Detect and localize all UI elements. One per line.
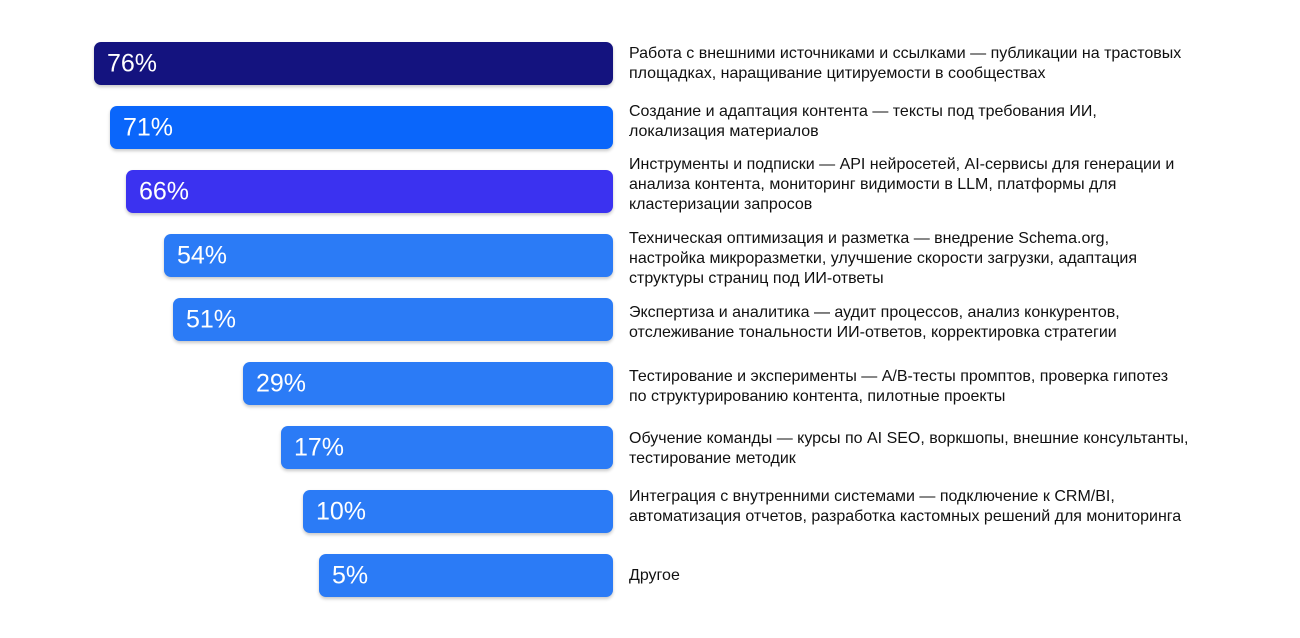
bar: 5% bbox=[319, 554, 613, 597]
bar-row: 66% Инструменты и подписки — API нейросет… bbox=[0, 156, 1300, 214]
bar-row: 5% Другое bbox=[0, 554, 1300, 598]
bar-value-label: 66% bbox=[139, 177, 190, 205]
category-label: Интеграция с внутренними системами — под… bbox=[629, 488, 1182, 525]
bar-value-label: 10% bbox=[316, 497, 367, 525]
bar-value-label: 5% bbox=[332, 561, 369, 589]
bar-row: 54% Техническая оптимизация и разметка — … bbox=[0, 230, 1300, 287]
category-label: Инструменты и подписки — API нейросетей,… bbox=[629, 156, 1175, 213]
bar-row: 17% Обучение команды — курсы по AI SEO, в… bbox=[0, 426, 1300, 470]
bar: 17% bbox=[281, 426, 613, 469]
category-label: Обучение команды — курсы по AI SEO, ворк… bbox=[629, 430, 1189, 467]
bar-row: 76% Работа с внешними источниками и ссылк… bbox=[0, 42, 1300, 86]
category-label: Работа с внешними источниками и ссылками… bbox=[629, 45, 1182, 82]
bar: 71% bbox=[110, 106, 613, 149]
bar-value-label: 76% bbox=[107, 49, 158, 77]
bar-row: 10% Интеграция с внутренними системами — … bbox=[0, 488, 1300, 534]
category-label: Другое bbox=[629, 567, 680, 584]
bar: 66% bbox=[126, 170, 613, 213]
category-label: Техническая оптимизация и разметка — вне… bbox=[629, 230, 1138, 287]
bar-value-label: 71% bbox=[123, 113, 174, 141]
bar: 10% bbox=[303, 490, 613, 533]
bar-value-label: 54% bbox=[177, 241, 228, 269]
bar: 29% bbox=[243, 362, 613, 405]
bar-row: 29% Тестирование и эксперименты — A/B-тес… bbox=[0, 362, 1300, 406]
bar-value-label: 51% bbox=[186, 305, 237, 333]
category-label: Создание и адаптация контента — тексты п… bbox=[629, 103, 1097, 140]
bar-row: 71% Создание и адаптация контента — текст… bbox=[0, 103, 1300, 150]
bar: 54% bbox=[164, 234, 613, 277]
bar-row: 51% Экспертиза и аналитика — аудит процес… bbox=[0, 298, 1300, 342]
category-label: Экспертиза и аналитика — аудит процессов… bbox=[629, 304, 1120, 341]
bar-value-label: 17% bbox=[294, 433, 345, 461]
bar: 51% bbox=[173, 298, 613, 341]
bar-value-label: 29% bbox=[256, 369, 307, 397]
bar: 76% bbox=[94, 42, 613, 85]
category-label: Тестирование и эксперименты — A/B-тесты … bbox=[629, 368, 1169, 405]
